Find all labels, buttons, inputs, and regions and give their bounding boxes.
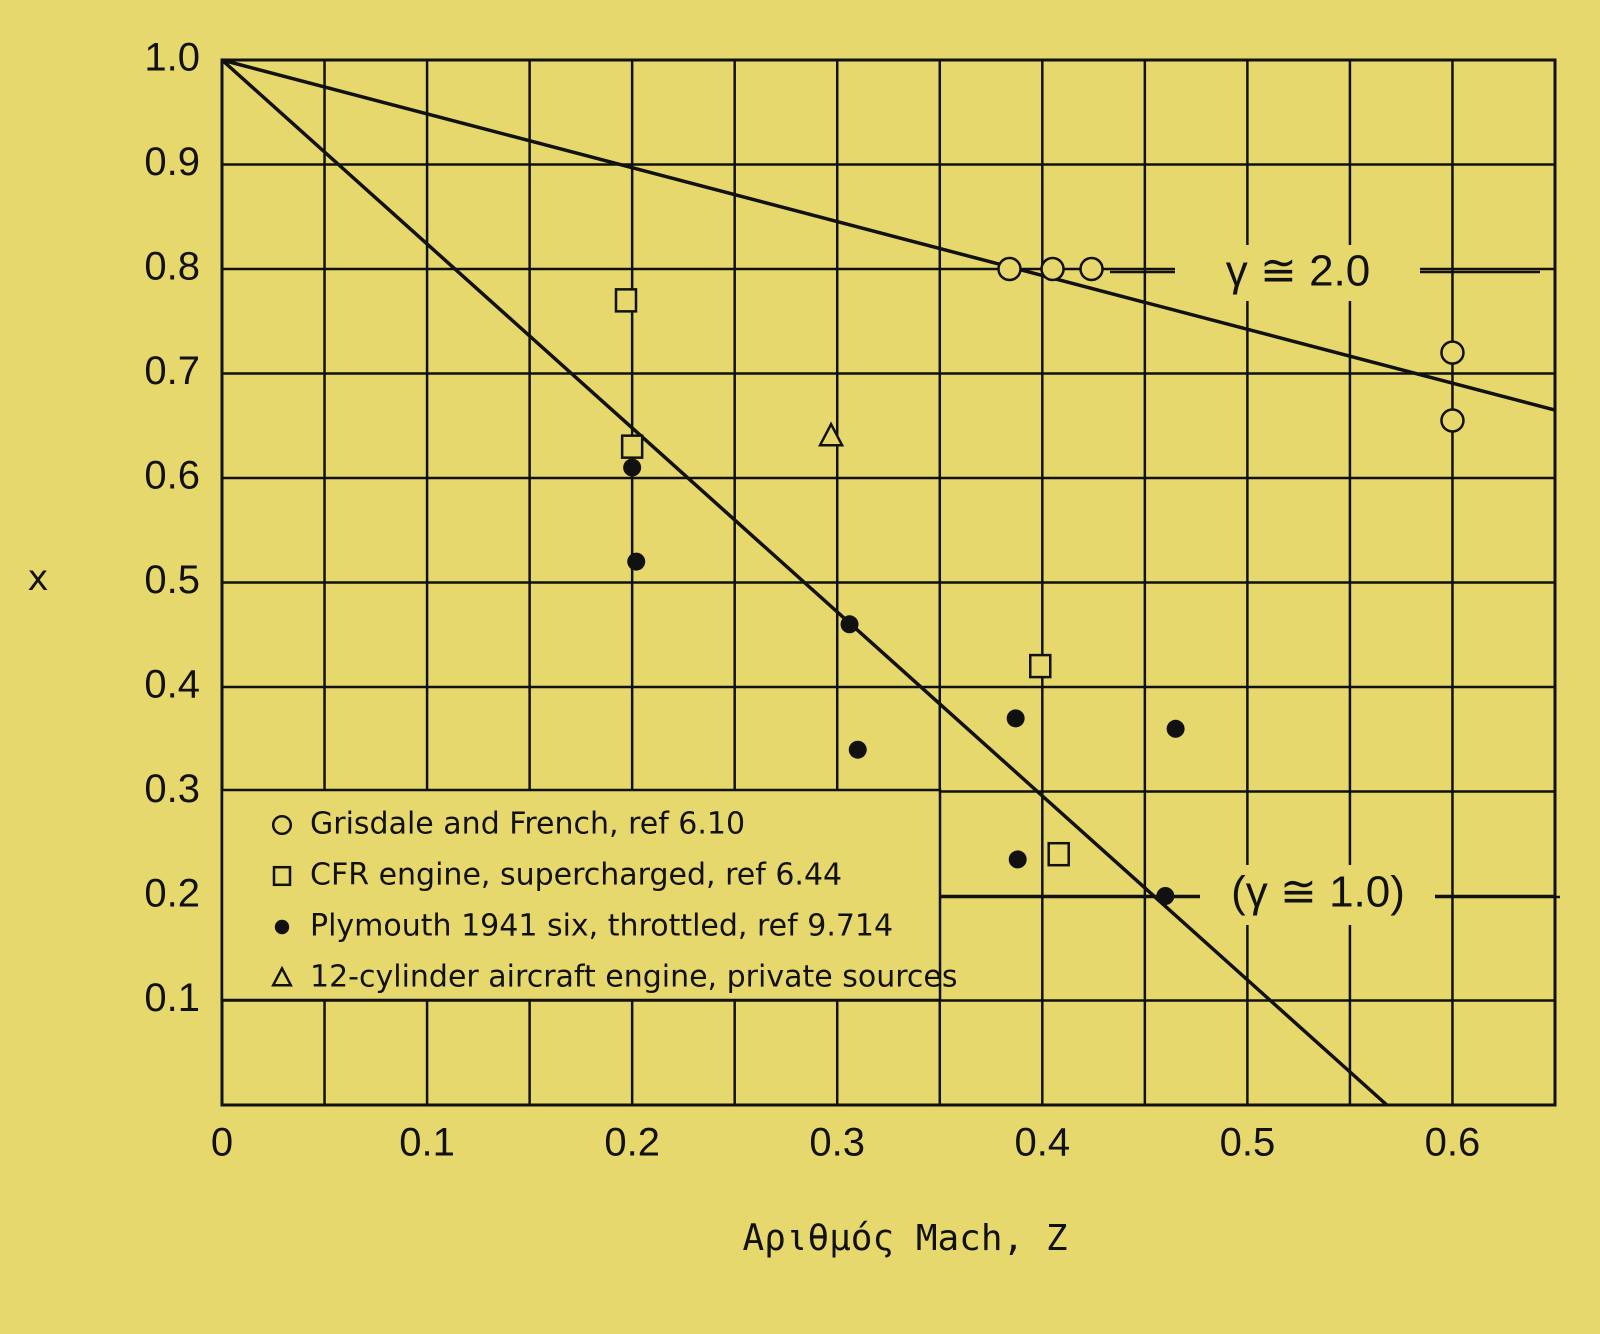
data-point	[1029, 653, 1052, 679]
data-point	[840, 615, 859, 634]
data-point	[614, 288, 638, 313]
x-axis-label: Αριθμός Mach, Z	[742, 1218, 1067, 1259]
data-point	[818, 421, 845, 447]
data-point	[1008, 850, 1027, 869]
x-tick-label: 0.3	[809, 1121, 865, 1165]
fit-line	[221, 58, 1556, 412]
legend-marker	[274, 919, 290, 935]
fit-line	[220, 58, 1389, 1107]
legend-marker	[271, 814, 293, 836]
y-axis-label: x	[27, 558, 49, 599]
legend-label: Grisdale and French, ref 6.10	[310, 807, 745, 842]
data-point	[1440, 408, 1465, 433]
x-tick-label: 0.1	[399, 1121, 455, 1165]
y-tick-label: 0.7	[144, 349, 200, 393]
x-tick-label: 0	[211, 1121, 233, 1165]
x-tick-label: 0.2	[604, 1121, 660, 1165]
y-tick-label: 0.5	[144, 558, 200, 602]
data-point	[1440, 340, 1465, 365]
y-tick-label: 0.8	[144, 245, 200, 289]
data-point	[623, 458, 642, 477]
data-point	[1156, 887, 1175, 905]
data-point	[1079, 256, 1104, 282]
annotation: γ ≅ 2.0	[1226, 247, 1370, 296]
data-point	[1047, 841, 1070, 867]
data-point	[1166, 719, 1185, 738]
data-point	[1040, 256, 1065, 282]
y-tick-label: 0.6	[144, 454, 200, 498]
y-tick-label: 0.1	[144, 976, 200, 1020]
x-tick-label: 0.6	[1425, 1121, 1481, 1165]
legend-label: 12-cylinder aircraft engine, private sou…	[310, 960, 958, 995]
legend-marker	[272, 865, 292, 887]
data-point	[1006, 709, 1025, 728]
legend-label: CFR engine, supercharged, ref 6.44	[310, 858, 842, 893]
x-tick-label: 0.4	[1015, 1121, 1071, 1165]
y-tick-label: 0.9	[144, 140, 200, 184]
y-tick-label: 0.4	[144, 663, 200, 707]
legend-label: Plymouth 1941 six, throttled, ref 9.714	[310, 909, 893, 944]
data-point	[627, 552, 646, 571]
y-tick-label: 0.2	[144, 872, 200, 916]
x-tick-label: 0.5	[1220, 1121, 1276, 1165]
data-point	[997, 256, 1022, 282]
legend-marker	[271, 965, 293, 987]
data-point	[848, 740, 867, 759]
legend-box	[220, 788, 942, 1002]
annotation-bg	[1200, 865, 1435, 925]
data-point	[620, 434, 644, 459]
y-tick-label: 0.3	[144, 767, 200, 811]
y-tick-label: 1.0	[144, 36, 200, 80]
annotation: (γ ≅ 1.0)	[1231, 868, 1405, 917]
annotation-bg	[1175, 245, 1420, 301]
